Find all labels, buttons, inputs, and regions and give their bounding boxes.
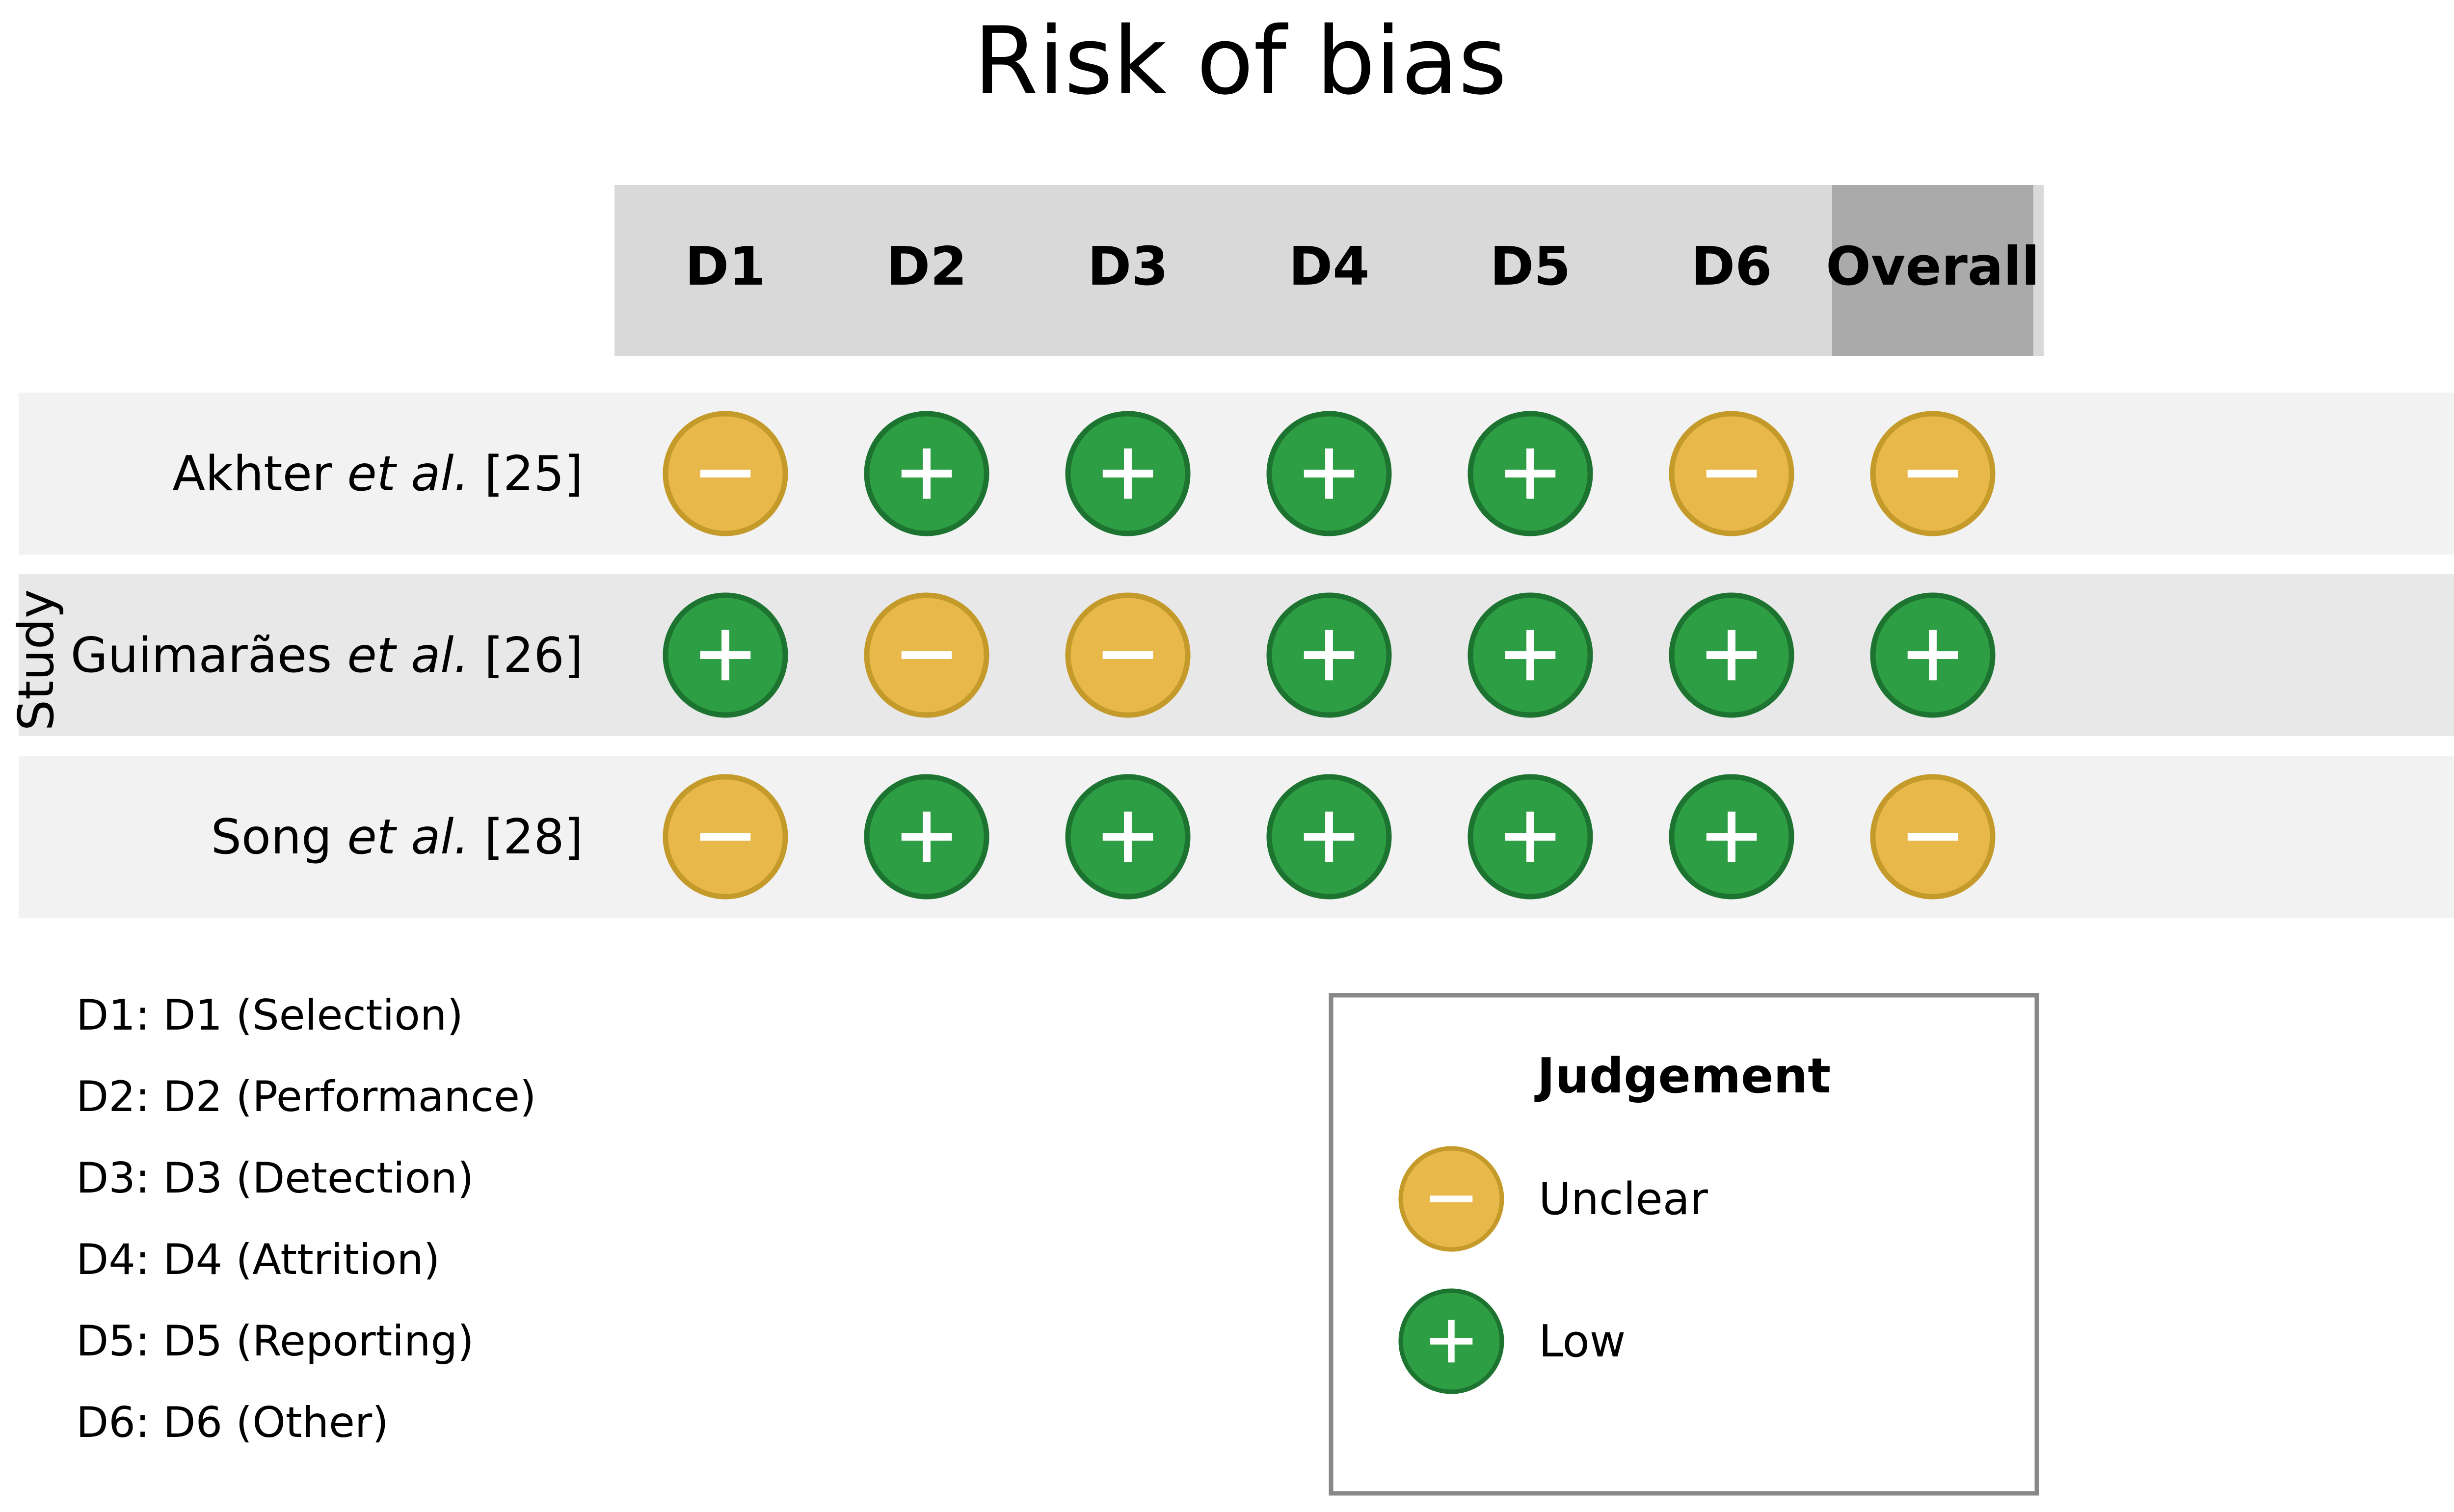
judgement-unclear-mark [1065,592,1191,718]
minus-icon [1907,833,1958,841]
legend-swatch [1398,1146,1504,1252]
domain-description: D1: D1 (Selection) [76,991,463,1040]
judgement-unclear-mark [1870,411,1996,536]
domain-descriptions: D1: D1 (Selection) D2: D2 (Performance) D3… [76,991,536,1447]
domain-header-label: D1 [685,236,766,297]
overall-header-band [1832,185,2033,356]
plus-icon-vertical [721,630,729,681]
plus-icon-vertical [1526,630,1534,681]
domain-header-label: D5 [1490,236,1571,297]
plus-icon-vertical [1124,811,1132,862]
plus-icon-vertical [1728,630,1735,681]
domain-description: D6: D6 (Other) [76,1398,389,1447]
judgement-low-mark [1266,592,1392,718]
minus-icon [700,833,751,841]
minus-icon [700,470,751,477]
minus-icon [901,651,952,659]
domain-description: D3: D3 (Detection) [76,1154,474,1203]
legend: Judgement Unclear Low [1329,993,2039,1496]
header-band [614,185,2044,356]
plus-icon-vertical [1526,811,1534,862]
judgement-low-mark [1266,774,1392,900]
judgement-low-mark [1870,592,1996,718]
plus-icon-vertical [1325,630,1333,681]
domain-description: D2: D2 (Performance) [76,1072,536,1121]
study-label: Guimarães et al. [26] [71,628,583,684]
judgement-low-mark [864,774,989,900]
plus-icon-vertical [1325,448,1333,499]
domain-header-label: D2 [886,236,967,297]
legend-label: Unclear [1539,1173,1708,1225]
study-row [19,393,2454,555]
judgement-low-mark [663,592,788,718]
judgement-low-mark [1669,774,1794,900]
judgement-unclear-mark [864,592,989,718]
judgement-unclear-mark [663,411,788,536]
judgement-low-mark [864,411,989,536]
plus-icon-vertical [1325,811,1333,862]
minus-icon [1102,651,1153,659]
domain-description: D5: D5 (Reporting) [76,1317,474,1366]
legend-swatch [1398,1288,1504,1394]
legend-title: Judgement [1534,1048,1831,1104]
study-label: Akhter et al. [25] [172,446,583,502]
plus-icon-vertical [1929,630,1937,681]
plus-icon-vertical [1448,1320,1455,1363]
domain-header-label: D4 [1289,236,1370,297]
plus-icon-vertical [923,811,931,862]
study-row [19,574,2454,736]
domain-description: D4: D4 (Attrition) [76,1235,440,1284]
minus-icon [1706,470,1757,477]
judgement-low-mark [1467,592,1593,718]
judgement-low-mark [1467,411,1593,536]
plus-icon-vertical [1124,448,1132,499]
domain-header-label: D6 [1691,236,1772,297]
legend-label: Low [1539,1316,1626,1367]
minus-icon [1430,1195,1473,1202]
judgement-low-mark [1065,774,1191,900]
judgement-low-mark [1266,411,1392,536]
domain-header-label: Overall [1826,236,2040,297]
judgement-low-mark [1065,411,1191,536]
domain-header: D1 D2 D3 D4 D5 D6 Overall [614,185,2044,356]
domain-header-label: D3 [1088,236,1169,297]
judgement-unclear-mark [663,774,788,900]
minus-icon [1907,470,1958,477]
judgement-unclear-mark [1669,411,1794,536]
study-label: Song et al. [28] [211,809,583,865]
study-rows: Akhter et al. [25] Guimarães et al. [26] S… [19,393,2454,918]
plus-icon-vertical [923,448,931,499]
plus-icon-vertical [1728,811,1735,862]
y-axis-label: Study [7,589,65,731]
study-row [19,756,2454,918]
judgement-low-mark [1669,592,1794,718]
plus-icon-vertical [1526,448,1534,499]
judgement-unclear-mark [1870,774,1996,900]
chart-title: Risk of bias [974,7,1507,115]
judgement-low-mark [1467,774,1593,900]
